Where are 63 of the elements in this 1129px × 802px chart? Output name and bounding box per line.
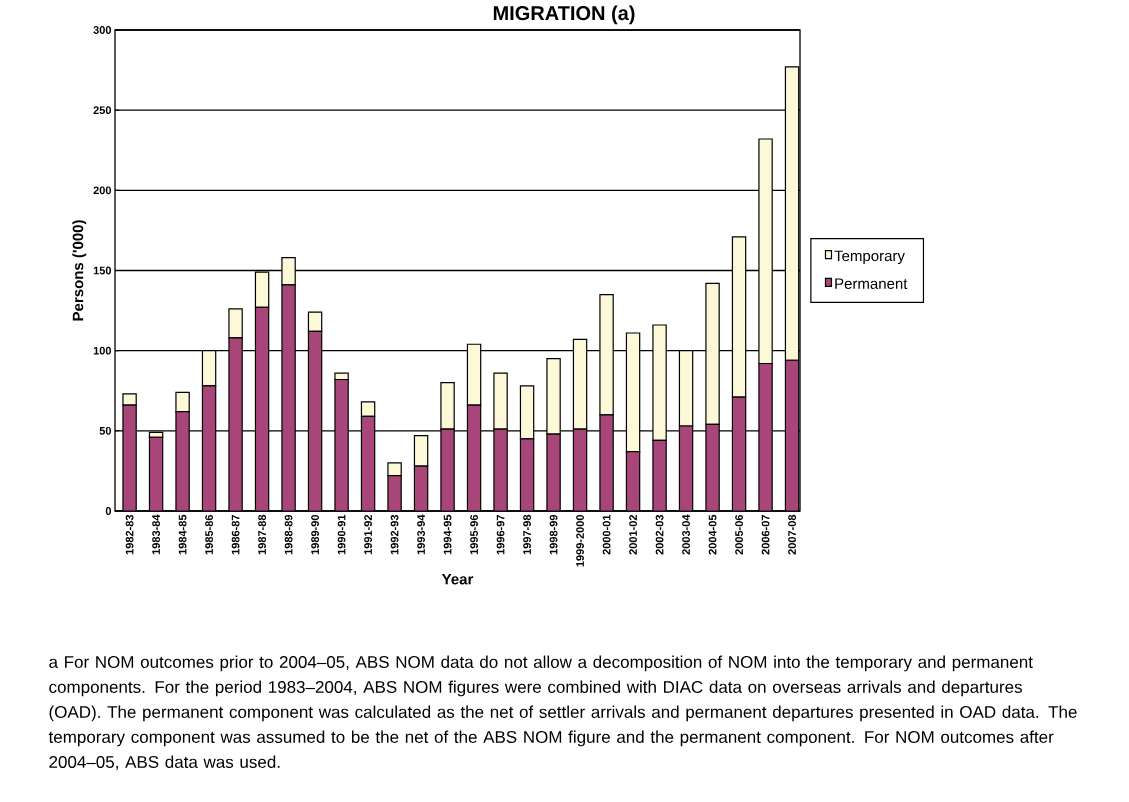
y-tick-label: 150 — [93, 266, 112, 275]
bar — [228, 337, 243, 511]
bar — [572, 338, 588, 430]
bar — [440, 382, 455, 430]
x-tick-label: 1991-92 — [364, 514, 372, 555]
x-tick-label: 1988-89 — [284, 514, 293, 555]
x-tick-label: 1995-96 — [470, 514, 478, 555]
bar — [493, 372, 508, 430]
x-tick-label: 2005-06 — [735, 514, 743, 555]
y-tick-label: 250 — [93, 106, 112, 115]
bar — [758, 362, 773, 511]
x-tick-label: 1987-88 — [258, 514, 266, 555]
x-tick-label: 2002-03 — [655, 514, 664, 555]
bar — [334, 378, 349, 511]
x-tick-label: 1997-98 — [523, 514, 531, 555]
y-tick-label: 300 — [93, 26, 112, 34]
bar — [201, 350, 217, 387]
bar — [678, 350, 694, 427]
bar — [625, 332, 641, 453]
y-axis-title: Persons ('000) — [72, 220, 87, 321]
bar — [360, 401, 376, 417]
x-tick-label: 1992-93 — [390, 514, 399, 555]
bar — [307, 311, 323, 333]
x-tick-label: 1983-84 — [152, 514, 160, 555]
bar — [546, 358, 561, 435]
bar — [519, 385, 535, 440]
x-tick-label: 2001-02 — [629, 514, 637, 555]
bar — [466, 343, 482, 406]
bar — [599, 293, 614, 416]
legend-label: Temporary — [834, 250, 905, 265]
x-tick-label: 1984-85 — [178, 514, 187, 555]
x-axis-title: Year — [441, 573, 474, 585]
x-tick-label: 1993-94 — [417, 514, 425, 555]
x-tick-label: 2003-04 — [682, 514, 690, 555]
x-tick-label: 1982-83 — [125, 514, 134, 555]
bar — [652, 324, 667, 442]
bar — [254, 306, 270, 511]
x-tick-label: 1990-91 — [337, 514, 346, 555]
bar — [307, 330, 323, 511]
y-tick-label: 200 — [93, 186, 112, 195]
x-tick-label: 1994-95 — [443, 514, 452, 555]
bar — [413, 435, 429, 467]
y-tick-label: 50 — [99, 426, 112, 435]
bar — [175, 391, 190, 413]
y-tick-label: 0 — [105, 507, 112, 515]
x-tick-label: 1998-99 — [549, 514, 558, 555]
x-tick-label: 1985-86 — [205, 514, 213, 555]
x-tick-label: 2006-07 — [761, 515, 770, 555]
x-tick-label: 2004-05 — [708, 514, 717, 555]
text: a For NOM outcomes prior to 2004–05, ABS NOM data do not allow a decomposition of NOM into the temporary and permanent components. For the period 1983–2004, ABS NOM figures were combined with DIAC data on overseas arrivals and departures (OAD). The permanent component was calculated as the net of settler arrivals and permanent departures presented in OAD data. The temporary component was assumed to be the net of the ABS NOM figure and the permanent component. For NOM outcomes after 2004–05, ABS data was used. — [48, 655, 1077, 771]
legend-label: Permanent — [835, 278, 908, 289]
x-tick-label: 1996-97 — [496, 515, 505, 555]
bar — [228, 308, 243, 339]
x-tick-label: 2000-01 — [602, 514, 611, 555]
x-tick-label: 1999-2000 — [576, 514, 584, 567]
bar — [281, 284, 296, 511]
bar — [784, 359, 800, 511]
x-tick-label: 2007-08 — [788, 514, 796, 555]
bar — [387, 462, 402, 477]
x-tick-label: 1986-87 — [231, 515, 240, 555]
x-tick-label: 1989-90 — [311, 514, 319, 555]
chart-title: MIGRATION (a) — [493, 5, 635, 25]
y-tick-label: 100 — [93, 346, 112, 355]
